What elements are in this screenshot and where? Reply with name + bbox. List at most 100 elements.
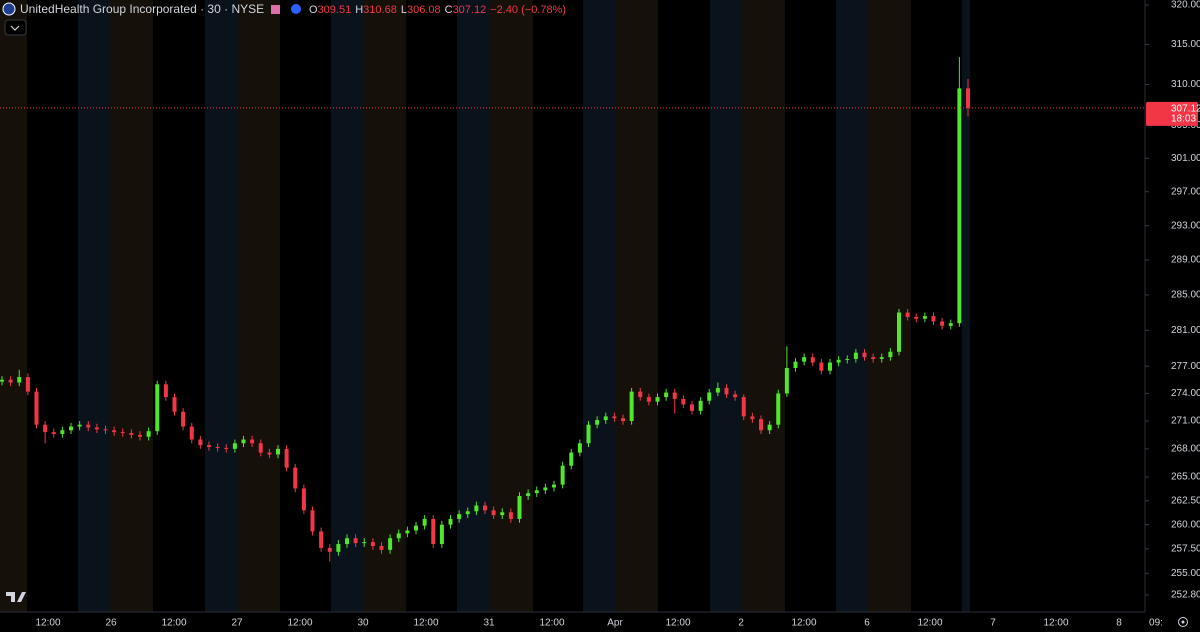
candle-body <box>146 431 151 437</box>
candle-body <box>534 490 539 494</box>
x-tick-label: 12:00 <box>917 618 942 629</box>
collapse-button[interactable] <box>4 19 27 36</box>
post-session <box>237 0 280 612</box>
candle-body <box>655 397 660 402</box>
x-tick-label: 12:00 <box>1043 618 1068 629</box>
candle-body <box>707 392 712 401</box>
candle-body <box>819 362 824 371</box>
legend-line: UnitedHealth Group Incorporated · 30 · N… <box>20 2 264 16</box>
post-session <box>110 0 153 612</box>
session-icon <box>291 4 301 14</box>
y-tick-label: 285.00 <box>1171 290 1200 301</box>
candle-body <box>871 357 876 359</box>
candle-body <box>215 446 220 448</box>
candle-body <box>51 432 56 434</box>
candle-body <box>810 357 815 363</box>
post-session <box>0 0 27 612</box>
candle-body <box>552 484 556 488</box>
candle-body <box>853 352 858 359</box>
value: 307.12 <box>453 4 487 16</box>
candle-body <box>595 420 600 425</box>
candle-body <box>914 316 919 319</box>
pre-session <box>205 0 237 612</box>
candle-body <box>560 465 565 485</box>
pre-session <box>331 0 363 612</box>
x-tick-label: 2 <box>738 618 744 629</box>
x-tick-label: 31 <box>483 618 495 629</box>
candle-body <box>43 424 48 433</box>
x-tick-label: 7 <box>990 618 996 629</box>
candle-body <box>94 427 99 430</box>
candle-body <box>586 424 591 444</box>
candle-body <box>129 433 134 435</box>
last-price-label: 307.12 <box>1171 103 1200 114</box>
candle-body <box>517 495 522 519</box>
candle-body <box>345 538 349 545</box>
candle-body <box>198 439 203 446</box>
candle-body <box>759 419 763 431</box>
change: −2.40 (−0.78%) <box>490 4 566 16</box>
symbol-logo <box>2 2 16 16</box>
candle-body <box>422 518 427 526</box>
candle-body <box>388 538 393 550</box>
x-tick-label: 12:00 <box>791 618 816 629</box>
candle-body <box>457 514 462 519</box>
candle-body <box>750 416 755 420</box>
countdown-label: 18:03 <box>1171 113 1196 124</box>
candle-body <box>103 429 108 431</box>
candle-body <box>543 487 548 491</box>
candle-body <box>922 316 927 319</box>
ohlc: O309.51 H310.68 L306.08 C307.12 −2.40 (−0.78… <box>309 4 566 16</box>
y-tick-label: 255.00 <box>1171 568 1200 579</box>
pre-session <box>962 0 970 612</box>
candle-body <box>396 533 401 539</box>
y-tick-label: 320.00 <box>1171 0 1200 11</box>
candle-body <box>767 424 772 431</box>
x-tick-label: 12:00 <box>161 618 186 629</box>
candle-body <box>690 404 694 411</box>
candle-body <box>60 430 65 434</box>
candle-body <box>301 488 306 511</box>
candle-body <box>733 394 738 398</box>
header: UnitedHealth Group Incorporated · 30 · N… <box>2 2 566 36</box>
candle-body <box>112 430 117 433</box>
candle-body <box>370 542 375 546</box>
candle-body <box>241 439 246 444</box>
candle-body <box>836 359 841 363</box>
symbol: UnitedHealth Group Incorporated · 30 · N… <box>20 2 264 16</box>
x-tick-label: 30 <box>357 618 369 629</box>
session-bands <box>0 0 970 612</box>
pre-session <box>583 0 615 612</box>
settings-icon[interactable] <box>1178 617 1188 627</box>
candle-body <box>224 447 229 449</box>
candle-body <box>69 426 73 431</box>
candle-body <box>8 379 13 383</box>
y-tick-label: 293.00 <box>1171 220 1200 231</box>
candle-body <box>336 544 341 552</box>
candle-body <box>931 316 936 322</box>
candle-body <box>431 518 436 545</box>
label: O <box>309 4 318 16</box>
candle-body <box>776 393 781 425</box>
label: C <box>445 4 453 16</box>
candle-body <box>120 432 125 434</box>
candle-body <box>741 397 746 417</box>
candle-body <box>439 524 444 545</box>
candle-body <box>621 418 625 421</box>
candle-body <box>491 510 496 516</box>
x-tick-label: 12:00 <box>35 618 60 629</box>
value: 310.68 <box>363 4 397 16</box>
candle-body <box>353 538 358 544</box>
candle-body <box>17 377 22 383</box>
candle-body <box>474 505 479 512</box>
candle-body <box>681 398 686 405</box>
y-tick-label: 260.00 <box>1171 519 1200 530</box>
candle-body <box>284 448 289 468</box>
candle-body <box>483 505 487 511</box>
x-tick-label: 12:00 <box>665 618 690 629</box>
y-tick-label: 274.00 <box>1171 388 1200 399</box>
candle-body <box>698 400 703 411</box>
candle-body <box>448 518 453 525</box>
candle-body <box>724 387 729 395</box>
